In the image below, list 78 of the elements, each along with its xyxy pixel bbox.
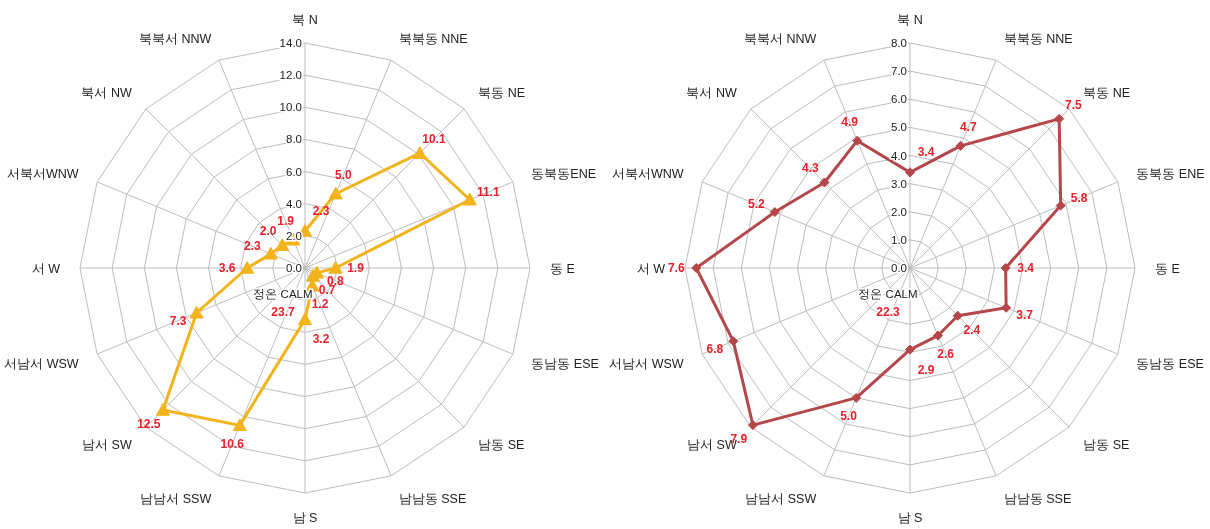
spoke-label: 북북서 NNW [138,31,212,46]
text: 10.1 [422,132,446,147]
text: 2.4 [963,322,981,337]
text: 0.7 [318,283,336,298]
text: 2.6 [937,347,954,362]
y-tick-label: 6.0 [891,93,907,106]
y-tick-label: 0.0 [286,262,302,274]
spoke-label: 서북서WNW [612,166,684,181]
text: 4.7 [959,120,977,135]
text: 3.4 [917,145,935,160]
text: 11.1 [476,185,500,200]
spoke-label: 남남서 SSW [745,492,817,507]
y-tick-label: 12.0 [279,69,302,82]
spoke-label: 동 E [1155,262,1180,276]
y-tick-label: 3.0 [891,177,907,190]
spoke-label: 북동 NE [478,85,526,100]
y-tick-label: 8.0 [286,133,302,146]
spoke-label: 북북동 NNE [1003,31,1073,46]
text: 3.4 [1017,261,1034,275]
text: 2.3 [244,239,261,254]
spoke-label: 남 S [292,511,318,525]
y-tick-label: 6.0 [286,165,302,178]
spoke-label: 북북동 NNE [398,31,468,46]
text: 5.8 [1070,190,1088,205]
y-tick-label: 2.0 [891,205,907,218]
text: 5.0 [335,168,352,183]
text: 5.0 [840,409,857,424]
spoke-label: 서 W [31,262,61,276]
spoke-label: 서남서 WSW [4,357,79,372]
spoke-label: 서북서WNW [7,166,79,181]
spoke-label: 남서 SW [82,438,132,453]
text: 4.3 [802,161,819,176]
text: 23.7 [271,305,295,319]
spoke-label: 동 E [550,262,575,276]
spoke-label: 남동 SE [1083,438,1130,453]
text: 7.3 [169,313,187,328]
y-tick-label: 0.0 [891,262,907,274]
spoke-label: 동남동 ESE [1136,357,1204,372]
spoke-label: 동북동 ENE [1136,166,1205,181]
text: 6.8 [706,341,724,356]
spoke-label: 북서 NW [81,85,132,100]
spoke-label: 남 S [897,511,923,525]
text: 4.9 [841,115,858,130]
y-tick-label: 7.0 [891,65,907,78]
y-tick-label: 8.0 [891,37,907,49]
text: 3.2 [312,332,330,347]
spoke-label: 동남동 ESE [531,357,599,372]
text: 2.0 [259,224,277,239]
y-tick-label: 14.0 [279,37,302,49]
spoke-label: 북북서 NNW [743,31,817,46]
text: 7.6 [667,261,685,275]
text: 2.9 [917,362,935,377]
text: 1.9 [347,261,364,275]
spoke-label: 남남동 SSE [398,492,467,507]
y-tick-label: 4.0 [891,149,907,162]
spoke-label: 북서 NW [686,85,737,100]
text: 3.7 [1016,308,1033,323]
spoke-label: 남남동 SSE [1003,492,1072,507]
text: 5.2 [748,197,765,212]
y-tick-label: 5.0 [891,121,907,134]
spoke-label: 북동 NE [1083,85,1131,100]
spoke-label: 북 N [292,13,318,27]
spoke-label: 서 W [636,262,666,276]
text: 정온 CALM [858,288,918,300]
text: 1.9 [277,214,294,229]
y-tick-label: 1.0 [891,233,907,246]
y-tick-label: 10.0 [279,101,302,114]
text: 22.3 [876,305,900,319]
spoke-label: 북 N [897,13,923,27]
text: 7.5 [1064,97,1082,112]
text: 12.5 [137,417,161,432]
y-tick-label: 4.0 [286,197,302,210]
spoke-label: 서남서 WSW [609,357,684,372]
spoke-label: 동북동ENE [531,166,597,181]
text: 10.6 [220,436,244,451]
text: 3.6 [218,261,236,275]
spoke-label: 남동 SE [478,438,525,453]
spoke-label: 남남서 SSW [140,492,212,507]
